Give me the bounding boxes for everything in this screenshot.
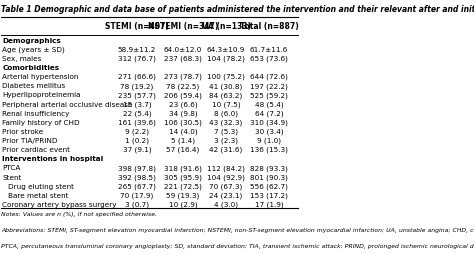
Text: 100 (75.2): 100 (75.2) xyxy=(207,74,245,80)
Text: Bare metal stent: Bare metal stent xyxy=(8,192,68,198)
Text: 48 (5.4): 48 (5.4) xyxy=(255,101,283,107)
Text: 265 (67.7): 265 (67.7) xyxy=(118,183,156,189)
Text: 42 (31.6): 42 (31.6) xyxy=(210,146,243,153)
Text: Renal insufficiency: Renal insufficiency xyxy=(2,110,70,116)
Text: PTCA: PTCA xyxy=(2,165,21,171)
Text: 64 (7.2): 64 (7.2) xyxy=(255,110,283,117)
Text: 41 (30.8): 41 (30.8) xyxy=(210,83,243,89)
Text: Sex, males: Sex, males xyxy=(2,56,42,62)
Text: 153 (17.2): 153 (17.2) xyxy=(250,192,288,198)
Text: 556 (62.7): 556 (62.7) xyxy=(250,183,288,189)
Text: Prior stroke: Prior stroke xyxy=(2,129,44,134)
Text: 84 (63.2): 84 (63.2) xyxy=(210,92,243,98)
Text: Diabetes mellitus: Diabetes mellitus xyxy=(2,83,65,89)
Text: 398 (97.8): 398 (97.8) xyxy=(118,165,156,171)
Text: 106 (30.5): 106 (30.5) xyxy=(164,119,202,125)
Text: 801 (90.3): 801 (90.3) xyxy=(250,174,288,180)
Text: 7 (5.3): 7 (5.3) xyxy=(214,128,238,135)
Text: 78 (19.2): 78 (19.2) xyxy=(120,83,154,89)
Text: 64.3±10.9: 64.3±10.9 xyxy=(207,47,245,53)
Text: 4 (3.0): 4 (3.0) xyxy=(214,201,238,207)
Text: 3 (0.7): 3 (0.7) xyxy=(125,201,149,207)
Text: STEMI (n=407): STEMI (n=407) xyxy=(105,22,169,31)
Text: 15 (3.7): 15 (3.7) xyxy=(123,101,151,107)
Text: 1 (0.2): 1 (0.2) xyxy=(125,137,149,144)
Text: 653 (73.6): 653 (73.6) xyxy=(250,56,288,62)
Text: Comorbidities: Comorbidities xyxy=(2,65,59,71)
Text: 10 (2.9): 10 (2.9) xyxy=(169,201,197,207)
Text: Table 1 Demographic and data base of patients administered the intervention and : Table 1 Demographic and data base of pat… xyxy=(1,5,474,14)
Text: 3 (2.3): 3 (2.3) xyxy=(214,137,238,144)
Text: 273 (78.7): 273 (78.7) xyxy=(164,74,202,80)
Text: 237 (68.3): 237 (68.3) xyxy=(164,56,202,62)
Text: 70 (67.3): 70 (67.3) xyxy=(210,183,243,189)
Text: 305 (95.9): 305 (95.9) xyxy=(164,174,202,180)
Text: 23 (6.6): 23 (6.6) xyxy=(169,101,197,107)
Text: 197 (22.2): 197 (22.2) xyxy=(250,83,288,89)
Text: Age (years ± SD): Age (years ± SD) xyxy=(2,46,65,53)
Text: 206 (59.4): 206 (59.4) xyxy=(164,92,202,98)
Text: 318 (91.6): 318 (91.6) xyxy=(164,165,202,171)
Text: Peripheral arterial occlusive disease: Peripheral arterial occlusive disease xyxy=(2,101,133,107)
Text: 235 (57.7): 235 (57.7) xyxy=(118,92,156,98)
Text: 9 (1.0): 9 (1.0) xyxy=(257,137,281,144)
Text: 392 (98.5): 392 (98.5) xyxy=(118,174,156,180)
Text: 57 (16.4): 57 (16.4) xyxy=(166,146,200,153)
Text: 43 (32.3): 43 (32.3) xyxy=(210,119,243,125)
Text: Interventions in hospital: Interventions in hospital xyxy=(2,156,103,162)
Text: 59 (19.3): 59 (19.3) xyxy=(166,192,200,198)
Text: Hyperlipoproteinemia: Hyperlipoproteinemia xyxy=(2,92,81,98)
Text: Demographics: Demographics xyxy=(2,38,61,44)
Text: 70 (17.9): 70 (17.9) xyxy=(120,192,154,198)
Text: Total (n=887): Total (n=887) xyxy=(240,22,299,31)
Text: 828 (93.3): 828 (93.3) xyxy=(250,165,288,171)
Text: 525 (59.2): 525 (59.2) xyxy=(250,92,288,98)
Text: UA (n=133): UA (n=133) xyxy=(201,22,251,31)
Text: 136 (15.3): 136 (15.3) xyxy=(250,146,288,153)
Text: 310 (34.9): 310 (34.9) xyxy=(250,119,288,125)
Text: 271 (66.6): 271 (66.6) xyxy=(118,74,156,80)
Text: 24 (23.1): 24 (23.1) xyxy=(210,192,243,198)
Text: 644 (72.6): 644 (72.6) xyxy=(250,74,288,80)
Text: 30 (3.4): 30 (3.4) xyxy=(255,128,283,135)
Text: 5 (1.4): 5 (1.4) xyxy=(171,137,195,144)
Text: Coronary artery bypass surgery: Coronary artery bypass surgery xyxy=(2,201,117,207)
Text: 104 (92.9): 104 (92.9) xyxy=(207,174,245,180)
Text: 112 (84.2): 112 (84.2) xyxy=(207,165,245,171)
Text: 64.0±12.0: 64.0±12.0 xyxy=(164,47,202,53)
Text: Prior cardiac event: Prior cardiac event xyxy=(2,147,70,153)
Text: Notes: Values are n (%), if not specified otherwise.: Notes: Values are n (%), if not specifie… xyxy=(1,212,157,217)
Text: Family history of CHD: Family history of CHD xyxy=(2,119,80,125)
Text: 17 (1.9): 17 (1.9) xyxy=(255,201,283,207)
Text: Stent: Stent xyxy=(2,174,22,180)
Text: 8 (6.0): 8 (6.0) xyxy=(214,110,238,117)
Text: Arterial hypertension: Arterial hypertension xyxy=(2,74,79,80)
Text: 312 (76.7): 312 (76.7) xyxy=(118,56,156,62)
Text: 161 (39.6): 161 (39.6) xyxy=(118,119,156,125)
Text: 14 (4.0): 14 (4.0) xyxy=(169,128,197,135)
Text: 78 (22.5): 78 (22.5) xyxy=(166,83,200,89)
Text: 37 (9.1): 37 (9.1) xyxy=(123,146,151,153)
Text: 104 (78.2): 104 (78.2) xyxy=(207,56,245,62)
Text: 61.7±11.6: 61.7±11.6 xyxy=(250,47,288,53)
Text: 9 (2.2): 9 (2.2) xyxy=(125,128,149,135)
Text: 34 (9.8): 34 (9.8) xyxy=(169,110,197,117)
Text: Abbreviations: STEMI, ST-segment elevation myocardial infarction; NSTEMI, non-ST: Abbreviations: STEMI, ST-segment elevati… xyxy=(1,227,474,232)
Text: NSTEMI (n=347): NSTEMI (n=347) xyxy=(148,22,218,31)
Text: 22 (5.4): 22 (5.4) xyxy=(123,110,151,117)
Text: 58.9±11.2: 58.9±11.2 xyxy=(118,47,156,53)
Text: PTCA, percutaneous transluminal coronary angioplasty; SD, standard deviation; TI: PTCA, percutaneous transluminal coronary… xyxy=(1,243,474,248)
Text: 10 (7.5): 10 (7.5) xyxy=(212,101,240,107)
Text: 221 (72.5): 221 (72.5) xyxy=(164,183,202,189)
Text: Prior TIA/PRIND: Prior TIA/PRIND xyxy=(2,137,58,144)
Text: Drug eluting stent: Drug eluting stent xyxy=(8,183,74,189)
